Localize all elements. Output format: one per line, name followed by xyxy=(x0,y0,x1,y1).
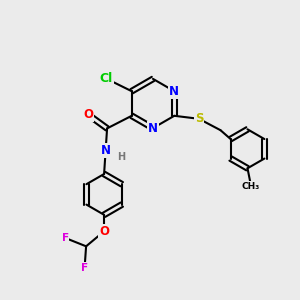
Text: O: O xyxy=(99,225,109,238)
Text: O: O xyxy=(83,108,94,122)
Text: N: N xyxy=(100,144,111,158)
Text: N: N xyxy=(169,85,179,98)
Text: Cl: Cl xyxy=(100,72,113,85)
Text: S: S xyxy=(195,112,203,125)
Text: H: H xyxy=(117,152,125,163)
Text: F: F xyxy=(81,263,88,273)
Text: F: F xyxy=(61,233,69,243)
Text: CH₃: CH₃ xyxy=(242,182,260,191)
Text: N: N xyxy=(148,122,158,135)
